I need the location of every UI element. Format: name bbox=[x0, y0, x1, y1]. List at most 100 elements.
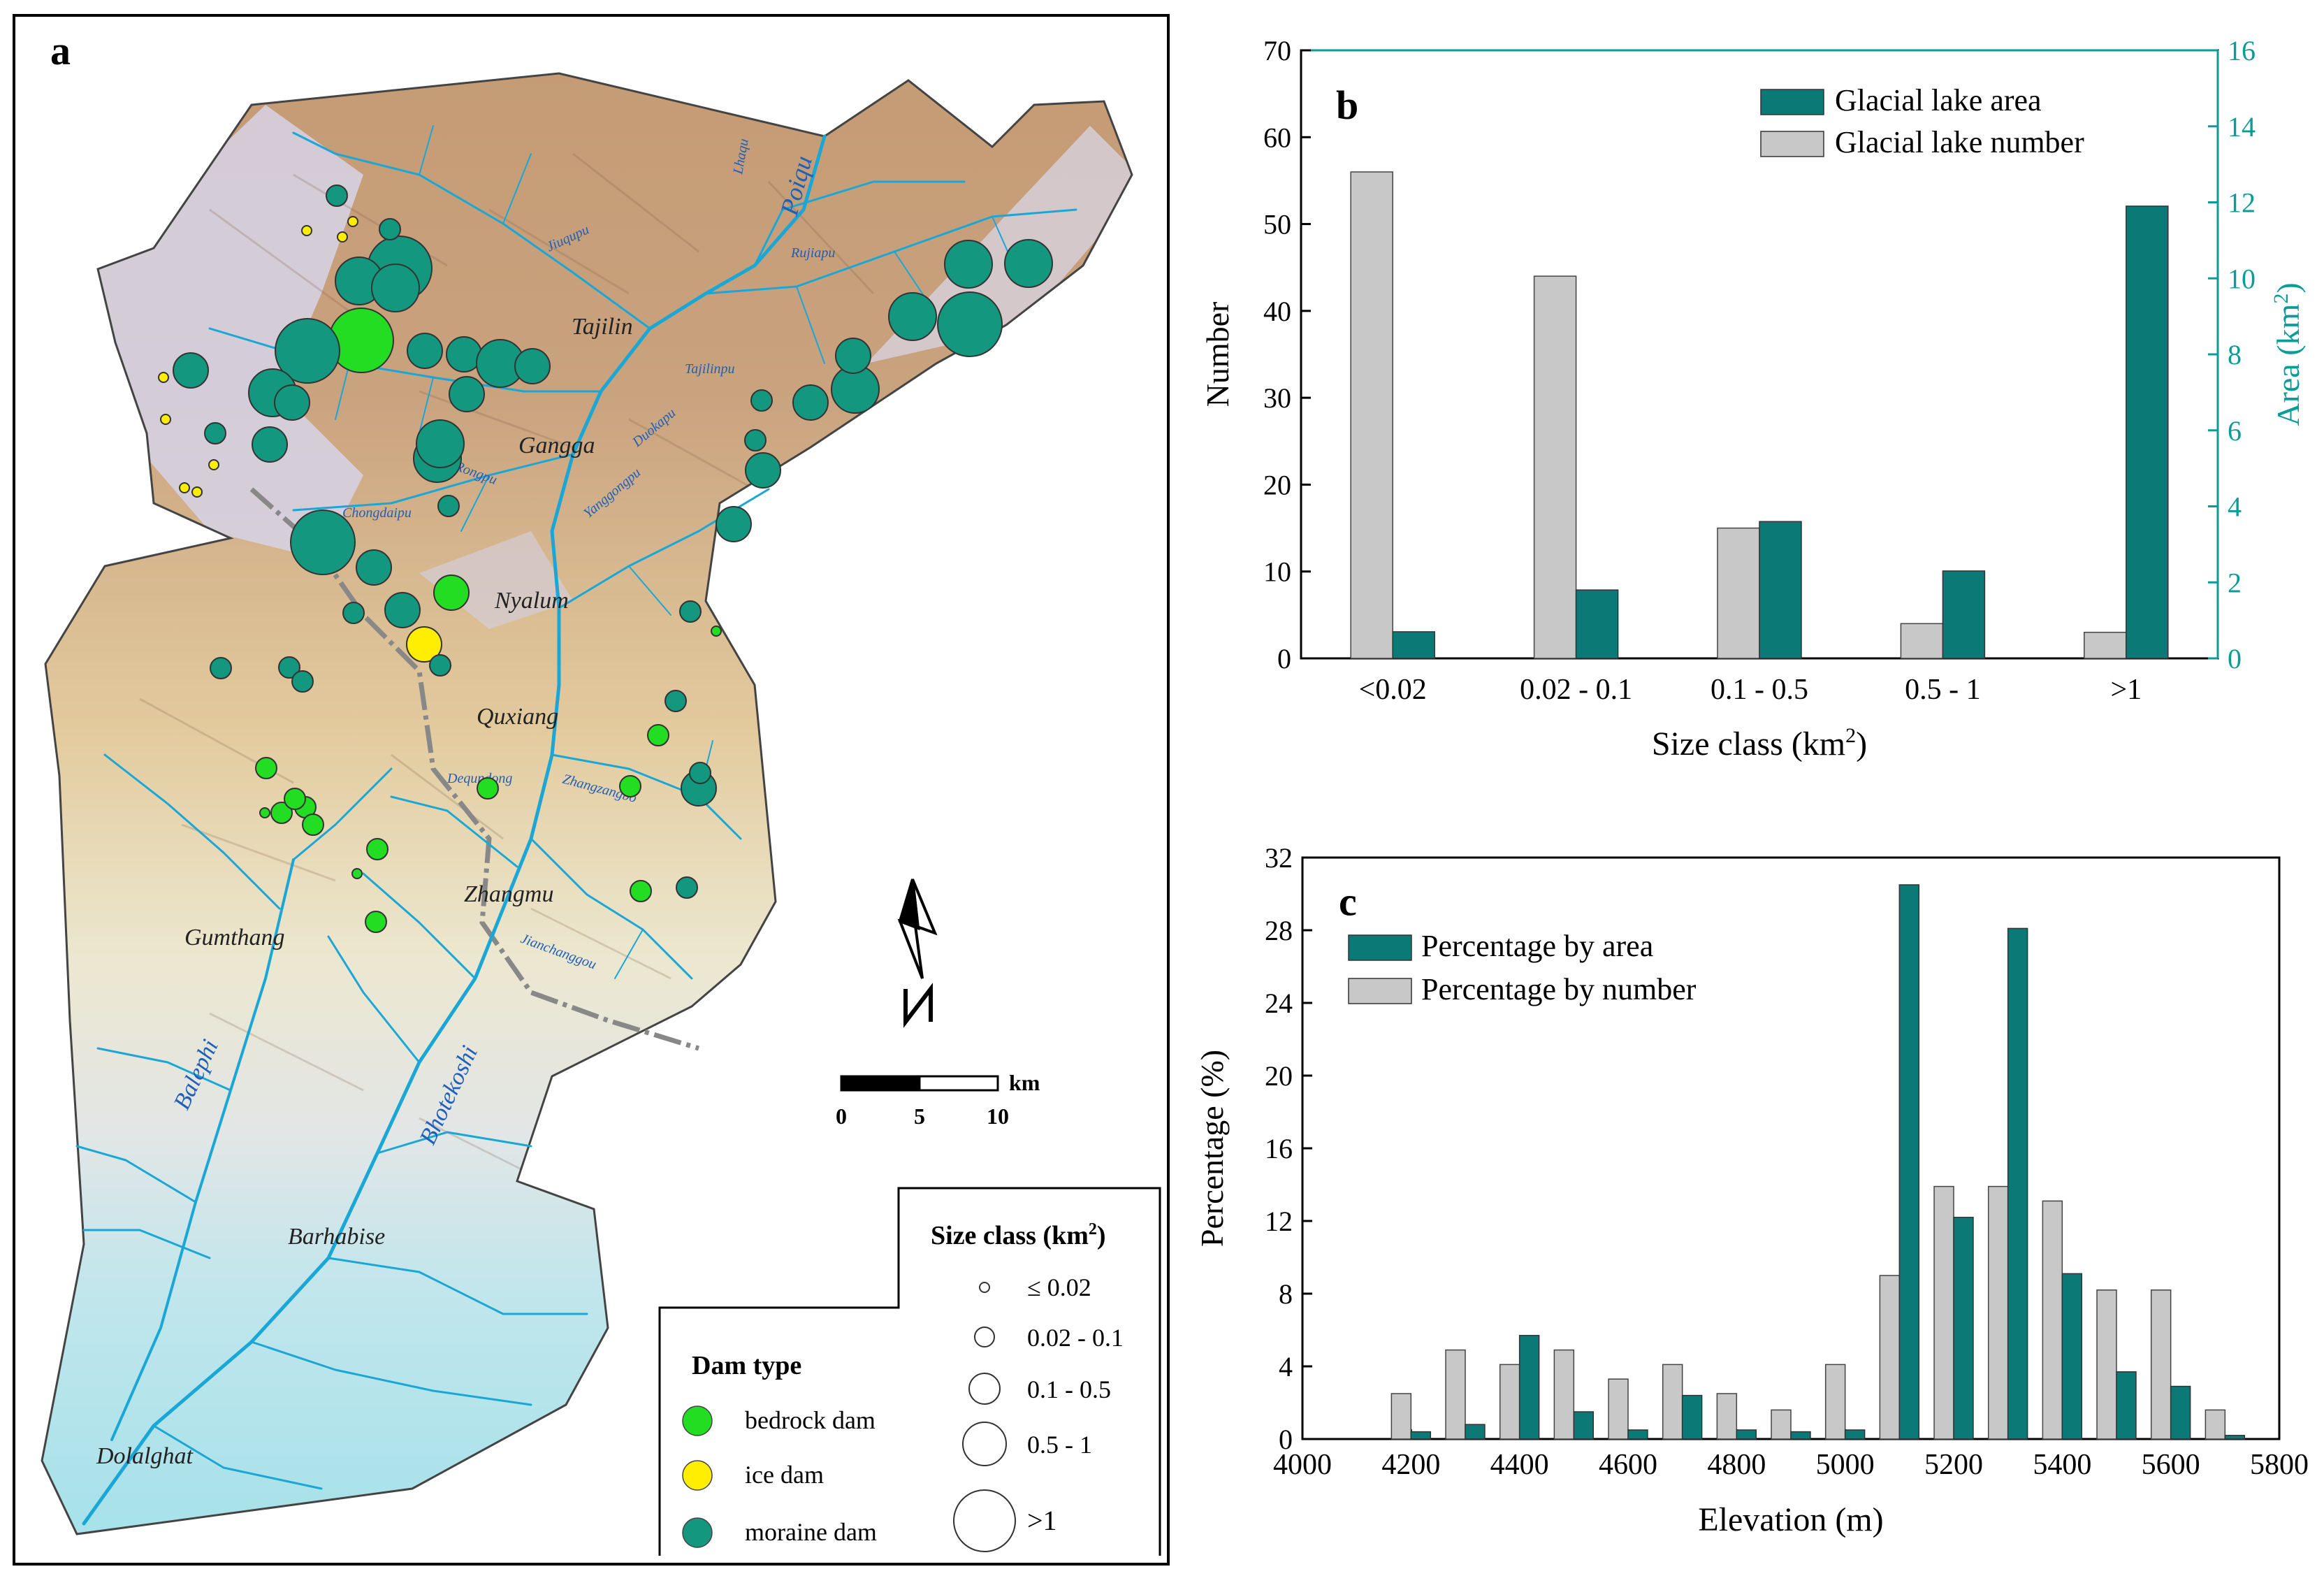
x-tick-label: 5400 bbox=[2033, 1449, 2091, 1481]
bar-area bbox=[1627, 1429, 1648, 1440]
y-tick-label: 16 bbox=[1265, 1133, 1293, 1164]
panel-letter-c: c bbox=[1339, 879, 1357, 925]
y-tick-label: 10 bbox=[1263, 556, 1291, 588]
bar-number bbox=[1716, 1393, 1738, 1440]
legend-swatch-number bbox=[1348, 978, 1412, 1004]
lake-ice bbox=[160, 414, 171, 425]
lake-moraine bbox=[745, 452, 781, 489]
legend-size-label: 0.1 - 0.5 bbox=[1027, 1375, 1111, 1403]
lake-moraine bbox=[416, 419, 465, 468]
place-label: Tajilin bbox=[572, 314, 633, 340]
lake-bedrock bbox=[647, 724, 669, 746]
bar-area bbox=[1844, 1429, 1866, 1440]
north-arrow bbox=[897, 879, 938, 1028]
size-symbol bbox=[953, 1489, 1016, 1552]
bar-number bbox=[1608, 1378, 1629, 1440]
bar-area bbox=[1518, 1335, 1540, 1440]
river-label: Chongdaipu bbox=[342, 505, 412, 521]
lake-moraine bbox=[371, 263, 420, 312]
lake-moraine bbox=[278, 656, 300, 679]
lake-bedrock bbox=[328, 308, 394, 373]
scale-label: 0 bbox=[836, 1104, 847, 1129]
bar-number bbox=[2096, 1289, 2117, 1440]
place-label: Gangga bbox=[518, 433, 595, 458]
lake-moraine bbox=[274, 384, 310, 421]
y-tick-label: 28 bbox=[1265, 915, 1293, 946]
river-label: Tajilinpu bbox=[685, 361, 735, 377]
bar-area bbox=[1898, 884, 1920, 1440]
scale-label: 5 bbox=[914, 1104, 925, 1129]
border-line bbox=[249, 487, 700, 1051]
lake-moraine bbox=[291, 670, 314, 693]
place-label: Gumthang bbox=[184, 925, 285, 950]
lake-moraine bbox=[679, 600, 702, 623]
lake-moraine bbox=[173, 352, 209, 389]
bar-number bbox=[2150, 1289, 2172, 1440]
bar-area bbox=[2061, 1273, 2083, 1440]
right-y-axis-title: Area (km2) bbox=[2269, 282, 2306, 426]
scale-unit: km bbox=[1009, 1070, 1040, 1095]
bar-area bbox=[1790, 1431, 1811, 1440]
lake-bedrock bbox=[302, 814, 324, 836]
legend-label: Percentage by number bbox=[1421, 972, 1697, 1006]
lake-bedrock bbox=[259, 807, 270, 818]
y-tick-label: 32 bbox=[1265, 842, 1293, 874]
lake-ice bbox=[301, 225, 312, 236]
x-tick-label: 5200 bbox=[1924, 1449, 1983, 1481]
legend-size-title: Size class (km2) bbox=[931, 1220, 1106, 1250]
lake-moraine bbox=[676, 876, 698, 899]
x-tick-label: 4800 bbox=[1707, 1449, 1766, 1481]
lake-moraine bbox=[275, 318, 340, 384]
lake-moraine bbox=[1004, 239, 1053, 288]
panel-c-chart: c 0 4 8 12 16 20 24 28 32 4000 4200 4400 4600 4800 50… bbox=[1194, 842, 2309, 1538]
moraine-dam-symbol bbox=[682, 1517, 713, 1548]
panel-letter-a: a bbox=[50, 28, 71, 73]
size-symbol bbox=[974, 1327, 995, 1347]
place-label: Zhangmu bbox=[464, 881, 553, 907]
ice-dam-symbol bbox=[682, 1460, 713, 1491]
bar-area bbox=[1392, 631, 1435, 659]
lake-ice bbox=[406, 626, 442, 663]
lake-ice bbox=[179, 482, 190, 493]
place-labels: Tajilin Gangga Nyalum Quxiang Zhangmu Gu… bbox=[96, 314, 633, 1469]
lake-moraine bbox=[326, 185, 348, 207]
x-tick-label: <0.02 bbox=[1359, 674, 1427, 706]
legend-label: Percentage by area bbox=[1421, 929, 1653, 963]
bar-number bbox=[1879, 1275, 1901, 1440]
bar-number bbox=[1350, 171, 1393, 659]
legend: Glacial lake area Glacial lake number bbox=[1760, 83, 2084, 159]
y-tick-label: 0 bbox=[1279, 1424, 1293, 1455]
lake-bedrock bbox=[270, 802, 293, 824]
x-tick-label: 0.02 - 0.1 bbox=[1520, 674, 1632, 706]
y-tick-label: 40 bbox=[1263, 296, 1291, 327]
legend-label: Glacial lake number bbox=[1835, 125, 2084, 159]
legend: Percentage by area Percentage by number bbox=[1348, 929, 1697, 1006]
y-axis-title: Number bbox=[1200, 302, 1235, 407]
lake-moraine bbox=[664, 690, 687, 712]
right-y-tick-label: 16 bbox=[2228, 35, 2256, 66]
bar-area bbox=[2170, 1385, 2191, 1440]
size-symbol bbox=[962, 1422, 1007, 1466]
lake-bedrock bbox=[366, 838, 388, 860]
y-tick-label: 60 bbox=[1263, 122, 1291, 153]
bar-number bbox=[1499, 1364, 1520, 1440]
bar-number bbox=[1987, 1185, 2009, 1440]
bar-number bbox=[1662, 1364, 1683, 1440]
x-axis-title: Size class (km2) bbox=[1652, 724, 1867, 762]
right-y-tick-label: 4 bbox=[2228, 491, 2242, 523]
bar-number bbox=[2205, 1409, 2226, 1440]
lake-moraine bbox=[716, 506, 752, 542]
lake-moraine bbox=[379, 218, 401, 240]
x-tick-label: 4600 bbox=[1599, 1449, 1657, 1481]
size-symbol bbox=[979, 1282, 990, 1293]
lake-moraine bbox=[252, 426, 288, 463]
right-y-tick-label: 14 bbox=[2228, 111, 2256, 143]
x-tick-label: 5000 bbox=[1816, 1449, 1875, 1481]
map-legend: Dam type bedrock dam ice dam moraine dam… bbox=[658, 1187, 1161, 1556]
bar-area bbox=[2224, 1435, 2246, 1440]
x-tick-label: 0.5 - 1 bbox=[1905, 674, 1981, 706]
x-tick-label: 4200 bbox=[1381, 1449, 1440, 1481]
lake-moraine bbox=[689, 762, 711, 784]
x-axis-title: Elevation (m) bbox=[1698, 1501, 1883, 1538]
legend-label: Glacial lake area bbox=[1835, 83, 2042, 117]
